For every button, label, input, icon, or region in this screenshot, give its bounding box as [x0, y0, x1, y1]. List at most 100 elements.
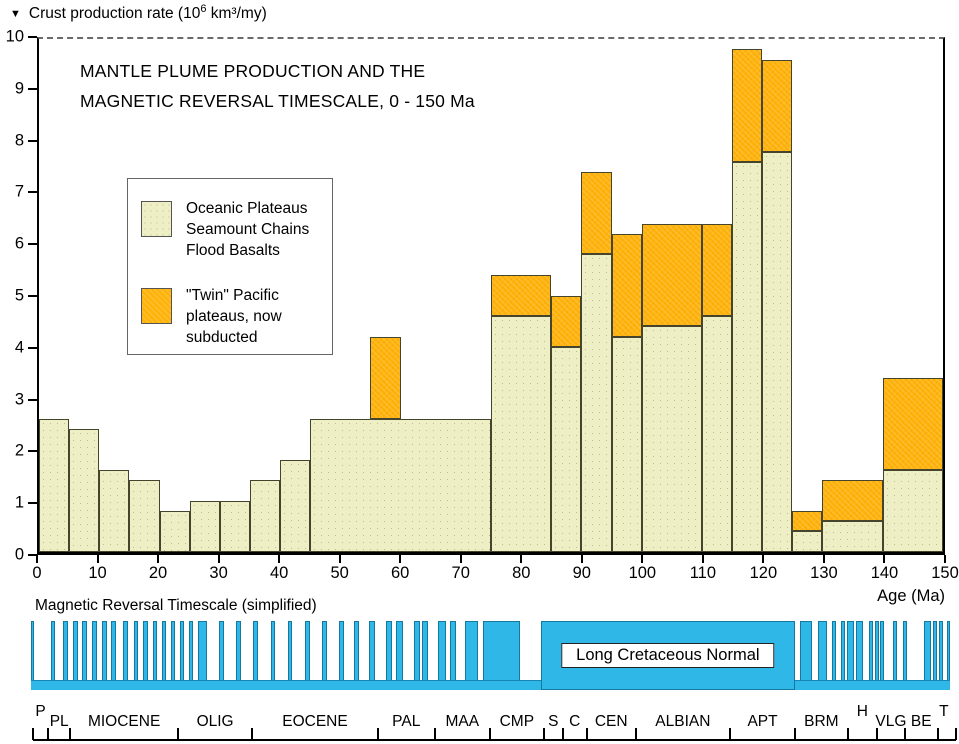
chart-title-line-2: MAGNETIC REVERSAL TIMESCALE, 0 - 150 Ma [80, 91, 475, 111]
x-tick-label: 120 [749, 564, 778, 582]
chart-title-line-1: MANTLE PLUME PRODUCTION AND THE [80, 61, 426, 81]
twin-pacific-bar [882, 377, 943, 470]
x-axis-ticks: 0 10 20 30 40 50 60 70 80 90 100 110 120 130 140 150 [32, 555, 959, 587]
epoch-label-maa: MAA [445, 713, 480, 730]
epoch-label-cmp: CMP [499, 713, 535, 730]
epoch-boundary-tick [69, 728, 72, 740]
normal-polarity-bar [189, 621, 193, 689]
twin-pacific-bar [370, 336, 401, 419]
twin-legend-label: "Twin" Pacific plateaus, now subducted [186, 285, 282, 348]
normal-polarity-bar [450, 621, 457, 689]
y-tick-label: 8 [14, 131, 24, 150]
epoch-label-olig: OLIG [196, 713, 234, 730]
x-tick-label: 130 [810, 564, 838, 582]
twin-pacific-bar [491, 275, 552, 317]
x-tick-mark [883, 555, 886, 563]
normal-polarity-bar [847, 621, 854, 689]
normal-polarity-bar [369, 621, 375, 689]
normal-polarity-bar [198, 621, 207, 689]
plateau-bar [219, 500, 250, 552]
normal-polarity-bar [938, 621, 943, 689]
normal-polarity-bar [152, 621, 158, 689]
x-tick-label: 150 [931, 564, 959, 582]
normal-polarity-bar [799, 621, 813, 689]
twin-pacific-bar [762, 59, 793, 152]
normal-polarity-bar [880, 621, 884, 689]
epoch-label-c: C [569, 713, 581, 730]
epoch-boundary-tick [251, 728, 254, 740]
plateau-swatch [141, 201, 172, 237]
plateau-bar [732, 162, 763, 552]
epoch-label-apt: APT [747, 713, 778, 730]
y-axis-ticks: 0 1 2 3 4 5 6 7 8 9 10 [0, 28, 37, 564]
normal-polarity-bar [831, 621, 837, 689]
x-tick-mark [520, 555, 523, 563]
plateau-legend-label: Oceanic Plateaus Seamount Chains Flood B… [186, 198, 309, 261]
normal-polarity-bar [464, 621, 479, 689]
y-tick-mark [28, 398, 37, 401]
normal-polarity-bar [902, 621, 908, 689]
x-tick-mark [762, 555, 765, 563]
y-tick-label: 0 [14, 545, 24, 564]
epoch-boundary-tick [433, 728, 436, 740]
plateau-bar [641, 326, 702, 552]
x-tick-label: 100 [628, 564, 657, 582]
epoch-boundary-tick [729, 728, 732, 740]
normal-polarity-bar [51, 621, 55, 689]
normal-polarity-bar [840, 621, 846, 689]
plateau-bar [310, 418, 491, 552]
plateau-bar [280, 459, 311, 552]
epoch-boundary-tick [47, 728, 50, 740]
plateau-bar [39, 418, 70, 552]
normal-polarity-bar [421, 621, 428, 689]
normal-polarity-bar [893, 621, 897, 689]
plateau-bar [249, 480, 281, 552]
y-tick-mark [28, 502, 37, 505]
epoch-boundary-tick [376, 728, 379, 740]
y-axis-title-suffix: km³/my) [206, 5, 267, 23]
normal-polarity-bar [81, 621, 87, 689]
epoch-label-p: P [35, 703, 46, 720]
plateau-bar [822, 521, 883, 552]
normal-polarity-bar [385, 621, 392, 689]
plateau-bar [129, 480, 160, 552]
plateau-bar [762, 151, 793, 552]
epoch-boundary-tick [542, 728, 545, 740]
normal-polarity-bar [252, 621, 258, 689]
x-tick-mark [278, 555, 281, 563]
x-tick-mark [338, 555, 341, 563]
y-tick-mark [28, 36, 37, 38]
twin-pacific-bar [581, 172, 612, 255]
plateau-bar [792, 531, 823, 552]
legend-item-plateaus: Oceanic Plateaus Seamount Chains Flood B… [141, 198, 309, 261]
plateau-bar [611, 336, 642, 552]
epoch-bracket-line [32, 739, 956, 741]
reversal-strip: Long Cretaceous Normal [31, 621, 950, 690]
twin-pacific-bar [732, 49, 763, 163]
x-tick-label: 80 [512, 564, 531, 582]
epoch-boundary-tick [793, 728, 796, 740]
twin-legend-line-2: plateaus, now [186, 308, 282, 325]
normal-polarity-bar [874, 621, 879, 689]
plateau-bar [189, 500, 220, 552]
normal-polarity-bar [817, 621, 827, 689]
y-tick-mark [28, 295, 37, 297]
normal-polarity-bar [162, 621, 166, 689]
epoch-label-h: H [856, 703, 868, 720]
epoch-label-brm: BRM [804, 713, 839, 730]
x-tick-label: 90 [572, 564, 591, 582]
y-tick-label: 10 [5, 27, 24, 46]
x-tick-label: 60 [391, 564, 410, 582]
y-tick-mark [28, 554, 37, 556]
normal-polarity-bar [287, 621, 292, 689]
plateau-bar [69, 428, 100, 552]
x-tick-label: 20 [148, 564, 168, 582]
normal-polarity-bar [271, 621, 275, 689]
normal-polarity-bar [92, 621, 98, 689]
x-tick-label: 50 [330, 564, 349, 582]
plateau-bar [551, 346, 582, 552]
epoch-boundary-tick [903, 728, 906, 740]
epoch-boundary-tick [876, 728, 879, 740]
normal-polarity-bar [413, 621, 421, 689]
normal-polarity-bar [932, 621, 938, 689]
